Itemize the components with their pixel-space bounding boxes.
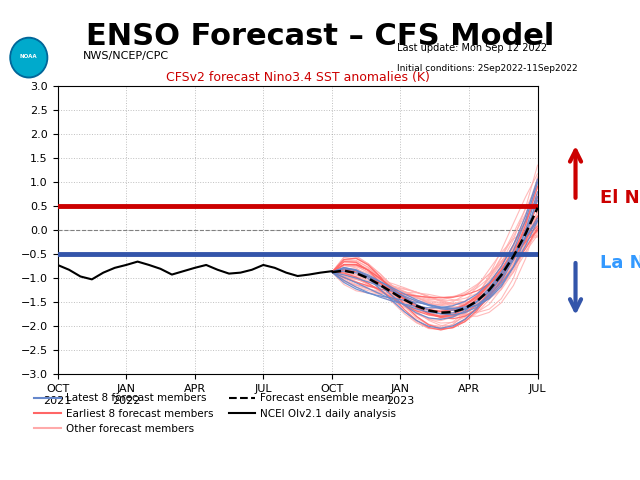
Title: CFSv2 forecast Nino3.4 SST anomalies (K): CFSv2 forecast Nino3.4 SST anomalies (K) [166, 71, 429, 84]
Circle shape [10, 37, 47, 78]
Text: ENSO Forecast – CFS Model: ENSO Forecast – CFS Model [86, 22, 554, 50]
Text: La Nina: La Nina [600, 254, 640, 272]
Text: NWS/NCEP/CPC: NWS/NCEP/CPC [83, 51, 170, 61]
Circle shape [12, 39, 46, 76]
Text: El Nino: El Nino [600, 189, 640, 207]
Legend: Latest 8 forecast members, Earliest 8 forecast members, Other forecast members, : Latest 8 forecast members, Earliest 8 fo… [30, 389, 400, 438]
Text: NOAA: NOAA [20, 54, 38, 59]
Text: Initial conditions: 2Sep2022-11Sep2022: Initial conditions: 2Sep2022-11Sep2022 [397, 64, 577, 73]
Text: Last update: Mon Sep 12 2022: Last update: Mon Sep 12 2022 [397, 43, 547, 53]
